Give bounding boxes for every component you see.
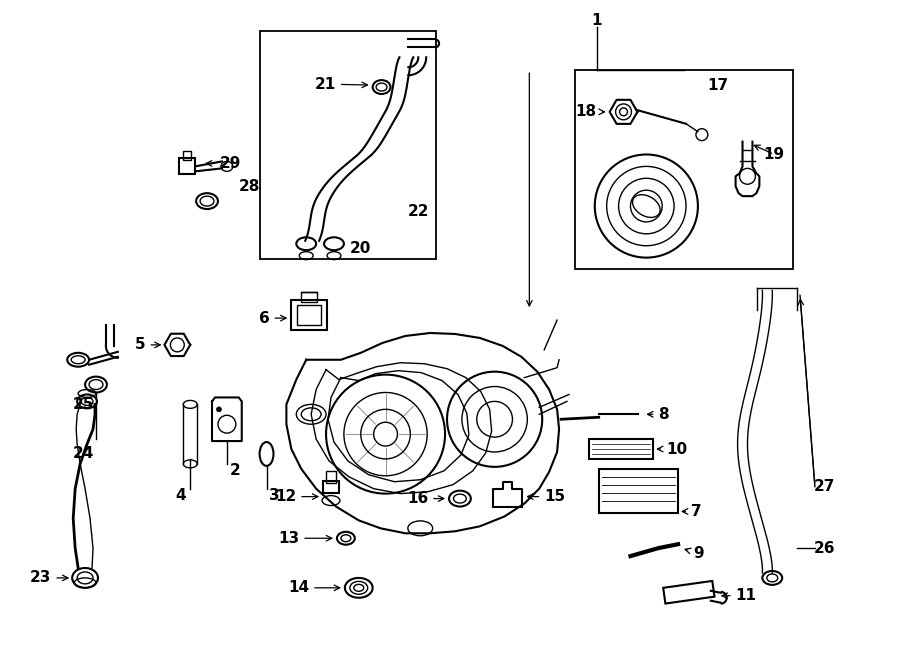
Bar [179, 158, 195, 174]
Text: 14: 14 [288, 581, 339, 595]
Text: 12: 12 [275, 489, 318, 504]
Text: 28: 28 [239, 179, 260, 194]
Text: 17: 17 [707, 77, 728, 93]
Bar [326, 471, 336, 483]
Text: 15: 15 [527, 489, 565, 504]
Text: 21: 21 [315, 77, 367, 91]
Text: 27: 27 [814, 479, 835, 494]
Text: 11: 11 [722, 589, 757, 603]
Text: 9: 9 [685, 545, 704, 561]
Text: 24: 24 [72, 446, 94, 461]
Text: 20: 20 [350, 241, 372, 256]
Text: 4: 4 [175, 488, 185, 503]
Bar [302, 293, 317, 303]
Bar [589, 439, 653, 459]
Text: 2: 2 [230, 463, 240, 479]
Text: 3: 3 [269, 488, 280, 503]
Text: 22: 22 [408, 203, 429, 218]
Bar [663, 581, 715, 604]
Text: 23: 23 [30, 571, 68, 585]
Text: 16: 16 [407, 491, 444, 506]
Text: 19: 19 [764, 147, 785, 162]
Text: 29: 29 [206, 156, 241, 171]
Text: 6: 6 [259, 310, 286, 326]
Text: 10: 10 [658, 442, 688, 457]
Bar [259, 30, 436, 259]
Text: 5: 5 [135, 338, 160, 352]
Bar [292, 301, 327, 330]
Text: 7: 7 [682, 504, 702, 519]
Text: 25: 25 [72, 397, 94, 412]
Bar [184, 150, 191, 160]
Text: 8: 8 [647, 406, 669, 422]
Text: 26: 26 [814, 541, 835, 555]
Bar [323, 481, 339, 493]
Circle shape [217, 407, 221, 412]
Text: 1: 1 [591, 13, 602, 28]
Bar [575, 70, 793, 269]
Text: 13: 13 [278, 531, 332, 545]
Text: 18: 18 [576, 105, 605, 119]
Bar [598, 469, 678, 514]
Bar [297, 305, 321, 325]
